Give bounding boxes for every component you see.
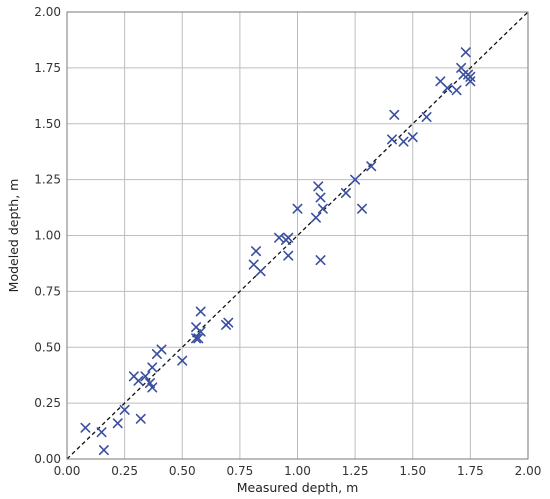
data-point: [193, 333, 204, 344]
data-point: [442, 82, 453, 93]
data-point: [292, 203, 303, 214]
data-point: [283, 232, 294, 243]
data-point: [357, 203, 368, 214]
y-tick-label: 1.50: [34, 117, 61, 131]
data-point: [96, 427, 107, 438]
data-point: [421, 112, 432, 123]
data-point: [112, 418, 123, 429]
data-point: [133, 375, 144, 386]
data-point: [350, 174, 361, 185]
data-point: [274, 232, 285, 243]
data-point: [156, 344, 167, 355]
data-point: [251, 246, 262, 257]
reference-line: [66, 11, 529, 460]
y-tick-label: 2.00: [34, 5, 61, 19]
data-point: [387, 134, 398, 145]
plot-frame: [66, 11, 529, 460]
y-tick-labels: 0.00 0.25 0.50 0.75 1.00 1.25 1.50 1.75 2.00: [34, 5, 61, 466]
data-point: [177, 355, 188, 366]
data-point: [315, 192, 326, 203]
data-point: [80, 422, 91, 433]
data-point: [310, 212, 321, 223]
x-tick-label: 2.00: [515, 464, 542, 478]
y-tick-label: 0.50: [34, 340, 61, 354]
data-point: [195, 326, 206, 337]
data-point: [389, 109, 400, 120]
data-point: [317, 203, 328, 214]
x-axis-label: Measured depth, m: [237, 480, 359, 495]
y-axis-label: Modeled depth, m: [6, 179, 21, 293]
data-point: [398, 136, 409, 147]
x-tick-label: 0.75: [227, 464, 254, 478]
data-point: [407, 132, 418, 143]
data-point: [144, 378, 155, 389]
data-point: [98, 445, 109, 456]
data-point: [255, 266, 266, 277]
data-point: [465, 71, 476, 82]
x-tick-label: 1.75: [457, 464, 484, 478]
x-tick-labels: 0.00 0.25 0.50 0.75 1.00 1.25 1.50 1.75 2.00: [54, 464, 542, 478]
data-point: [223, 317, 234, 328]
data-point: [147, 362, 158, 373]
data-point: [340, 188, 351, 199]
x-tick-label: 1.50: [399, 464, 426, 478]
data-point: [119, 404, 130, 415]
y-tick-label: 1.75: [34, 61, 61, 75]
y-tick-label: 1.25: [34, 173, 61, 187]
data-point: [451, 85, 462, 96]
x-tick-label: 1.25: [342, 464, 369, 478]
y-tick-label: 0.75: [34, 284, 61, 298]
y-tick-label: 0.25: [34, 396, 61, 410]
x-tick-label: 0.25: [111, 464, 138, 478]
data-point: [366, 161, 377, 172]
data-point: [313, 181, 324, 192]
y-tick-label: 1.00: [34, 229, 61, 243]
data-point: [315, 255, 326, 266]
y-tick-label: 0.00: [34, 452, 61, 466]
data-point: [140, 371, 151, 382]
data-point: [460, 47, 471, 58]
data-point: [147, 382, 158, 393]
data-point: [191, 333, 202, 344]
x-tick-label: 0.00: [54, 464, 81, 478]
x-tick-label: 0.50: [169, 464, 196, 478]
data-point: [135, 413, 146, 424]
x-tick-label: 1.00: [284, 464, 311, 478]
data-points: [80, 47, 476, 456]
data-point: [283, 250, 294, 261]
data-point: [195, 306, 206, 317]
